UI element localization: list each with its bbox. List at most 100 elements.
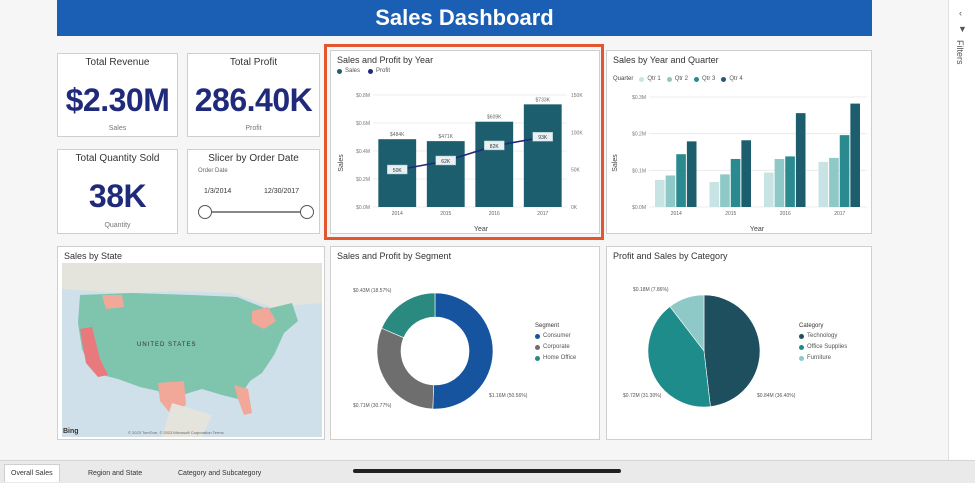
bar-qtr1 [818,161,829,207]
legend-dot [639,76,645,82]
bar-qtr2 [829,157,839,207]
category-legend: Category Technology Office Supplies Furn… [799,323,847,361]
legend-label: Home Office [543,355,577,361]
filters-pane[interactable]: ‹ ▼ Filters [948,0,975,460]
slicer-end-date[interactable]: 12/30/2017 [264,188,300,195]
legend-item-home-office: Home Office [535,355,576,361]
kpi-title: Total Quantity Sold [75,153,160,164]
legend-label: Consumer [543,333,571,339]
legend-label: Sales [345,68,361,74]
sales-profit-by-year-chart[interactable]: Sales and Profit by Year Sales Profit Sa… [330,50,600,234]
us-land [78,293,298,411]
x-tick-label: 2015 [440,211,451,217]
x-tick-label: 2014 [671,211,682,217]
order-date-slicer[interactable]: Slicer by Order Date Order Date 1/3/2014… [187,149,320,234]
chart-title: Sales and Profit by Year [337,55,434,65]
slice-furniture [669,294,705,352]
bar-qtr2 [665,175,676,207]
legend-item-office-supplies: Office Supplies [799,344,847,350]
slicer-title: Slicer by Order Date [208,153,299,164]
florida-state [234,385,252,415]
legend-item-qtr4: Qtr 4 [721,76,743,82]
slice-consumer [432,292,494,410]
legend-dot [721,76,727,82]
x-tick-label: 2015 [725,211,736,217]
data-label-sales: $484K [390,132,405,138]
report-canvas: Sales Dashboard Total Revenue $2.30M Sal… [57,0,872,440]
total-quantity-card[interactable]: Total Quantity Sold 38K Quantity [57,149,178,234]
data-label-profit: 82K [490,144,500,150]
legend-label: Furniture [807,355,832,361]
map-copyright: © 2023 TomTom, © 2023 Microsoft Corporat… [128,430,224,435]
sales-profit-by-segment-chart[interactable]: Sales and Profit by Segment $0.43M (18.5… [330,246,600,440]
y-tick-label: $0.4M [356,149,370,155]
slider-track[interactable] [204,211,312,213]
chart-legend: Sales Profit [337,68,390,74]
sales-by-year-quarter-chart[interactable]: Sales by Year and Quarter Quarter Qtr 1 … [606,50,872,234]
tab-category-and-subcategory[interactable]: Category and Subcategory [178,469,262,477]
legend-item-profit: Profit [368,68,390,74]
legend-dot [666,76,672,82]
y2-tick-label: 0K [571,205,578,211]
slider-start-handle[interactable] [198,205,212,219]
california-state [80,327,108,377]
category-pie-plot: $0.18M (7.86%) $0.84M (36.40%) $0.72M (3… [623,287,796,408]
page-title: Sales Dashboard [375,5,554,30]
bar-qtr1 [763,172,774,207]
collapse-arrow-icon[interactable]: ‹ [959,8,962,18]
filter-funnel-icon[interactable]: ▼ [958,24,967,34]
bar-sales [426,141,465,207]
sales-by-state-map[interactable]: Sales by State UNITED STATES Bing © 2023… [57,246,325,440]
chart-title: Sales by Year and Quarter [613,55,719,65]
horizontal-scrollbar[interactable] [353,469,621,473]
profit-sales-by-category-chart[interactable]: Profit and Sales by Category $0.18M (7.8… [606,246,872,440]
slicer-start-date[interactable]: 1/3/2014 [204,188,232,195]
legend-dot [799,344,804,350]
legend-label: Qtr 1 [647,76,661,82]
profit-label-box [484,140,505,151]
total-profit-card[interactable]: Total Profit 286.40K Profit [187,53,320,137]
legend-dot [799,355,804,361]
map-area[interactable]: UNITED STATES [62,263,322,437]
legend-dot [799,333,804,339]
kpi-caption: Quantity [104,222,131,229]
total-revenue-card[interactable]: Total Revenue $2.30M Sales [57,53,178,137]
chart-legend: Quarter Qtr 1 Qtr 2 Qtr 3 Qtr 4 [613,76,743,82]
tab-region-and-state[interactable]: Region and State [88,469,143,477]
x-tick-label: 2017 [834,211,845,217]
data-label-office-supplies: $0.72M (31.30%) [623,393,662,399]
y2-tick-label: 100K [571,130,583,136]
bing-logo[interactable]: Bing [63,428,79,435]
y-tick-label: $0.2M [632,132,646,138]
country-label: UNITED STATES [137,342,197,348]
bar-qtr3 [785,156,795,207]
chart-title: Profit and Sales by Category [613,251,728,261]
slice-home-office [381,292,436,339]
legend-dot [368,68,374,74]
kpi-caption: Sales [108,125,127,132]
legend-label: Corporate [543,344,570,350]
focus-highlight-box [324,44,604,240]
slice-corporate [376,327,435,410]
slider-end-handle[interactable] [300,205,314,219]
y-tick-label: $0.2M [356,177,370,183]
legend-label: Technology [807,333,838,339]
sales-profit-plot: Sales Year $0.8M $0.6M $0.4M $0.2M $0.0M 150K… [338,93,583,233]
x-tick-label: 2014 [392,211,403,217]
bar-qtr3 [839,135,850,207]
bar-qtr4 [686,141,697,207]
slice-technology [703,294,761,407]
tab-overall-sales[interactable]: Overall Sales [4,464,60,482]
filters-pane-label[interactable]: Filters [955,40,965,65]
legend-dot [535,344,540,350]
legend-dot [535,355,540,361]
x-tick-label: 2016 [780,211,791,217]
page-tab-bar: Overall Sales Region and State Category … [0,460,975,483]
legend-item-qtr2: Qtr 2 [666,76,688,82]
legend-item-corporate: Corporate [535,344,576,350]
legend-label: Qtr 3 [702,76,716,82]
legend-label: Profit [376,68,391,74]
kpi-value: 286.40K [194,82,313,118]
legend-label: Qtr 4 [729,76,743,82]
legend-title: Segment [535,323,560,329]
